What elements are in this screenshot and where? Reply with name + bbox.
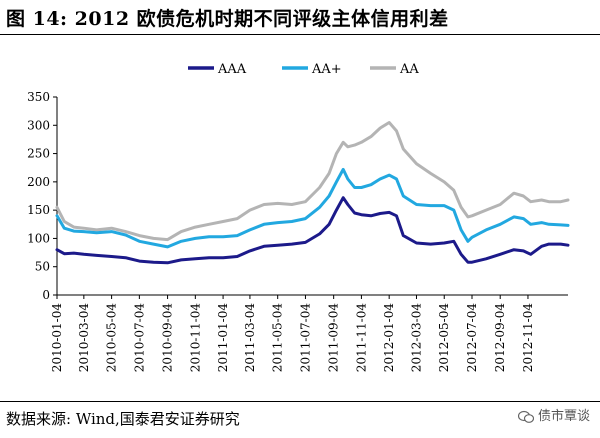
title-divider <box>0 34 600 35</box>
legend-label: AAA <box>217 62 247 77</box>
series-line-aaa <box>55 196 570 265</box>
series-line-aa <box>55 121 570 242</box>
x-tick-label: 2011-09-04 <box>327 303 341 373</box>
figure-title: 图 14: 2012 欧债危机时期不同评级主体信用利差 <box>6 8 449 30</box>
x-tick-label: 2011-01-04 <box>216 303 230 373</box>
credit-spread-chart: AAA AA+ AA 0 50 100 150 200 250 300 350 2010-01-04… <box>27 62 570 372</box>
x-tick-label: 2011-05-04 <box>271 303 285 373</box>
y-tick-label: 300 <box>27 118 50 132</box>
x-tick-label: 2010-07-04 <box>132 303 146 373</box>
x-tick-label: 2012-05-04 <box>437 303 451 373</box>
x-tick-label: 2010-09-04 <box>161 303 175 373</box>
y-tick-label: 100 <box>27 231 50 245</box>
y-tick-label: 350 <box>27 90 50 104</box>
x-tick-label: 2012-11-04 <box>521 303 535 373</box>
plot-area <box>55 121 570 265</box>
series-line-aaplus <box>55 167 570 249</box>
x-tick-label: 2012-03-04 <box>409 303 423 373</box>
x-tick-label: 2011-07-04 <box>298 303 312 373</box>
x-tick-label: 2011-11-04 <box>354 303 368 373</box>
chat-bubble-icon <box>517 410 534 423</box>
chart-axes: 0 50 100 150 200 250 300 350 2010-01-04 2010-03-0… <box>27 90 568 372</box>
source-divider <box>0 401 600 402</box>
x-tick-label: 2010-11-04 <box>188 303 202 373</box>
legend: AAA AA+ AA <box>188 62 419 77</box>
legend-label: AA+ <box>311 62 342 77</box>
y-tick-label: 200 <box>27 175 50 189</box>
y-tick-label: 250 <box>27 147 50 161</box>
x-tick-label: 2012-01-04 <box>382 303 396 373</box>
watermark-text: 债市覃谈 <box>537 409 590 424</box>
y-tick-label: 50 <box>35 260 50 274</box>
y-tick-label: 0 <box>42 288 50 302</box>
x-tick-label: 2011-03-04 <box>243 303 257 373</box>
x-tick-label: 2012-09-04 <box>493 303 507 373</box>
x-tick-label: 2010-01-04 <box>50 303 64 373</box>
source-note: 数据来源: Wind,国泰君安证券研究 <box>6 410 240 428</box>
x-tick-label: 2010-03-04 <box>77 303 91 373</box>
y-tick-label: 150 <box>27 203 50 217</box>
x-tick-label: 2012-07-04 <box>465 303 479 373</box>
x-tick-label: 2010-05-04 <box>105 303 119 373</box>
watermark: 债市覃谈 <box>517 405 590 424</box>
legend-label: AA <box>399 62 419 77</box>
